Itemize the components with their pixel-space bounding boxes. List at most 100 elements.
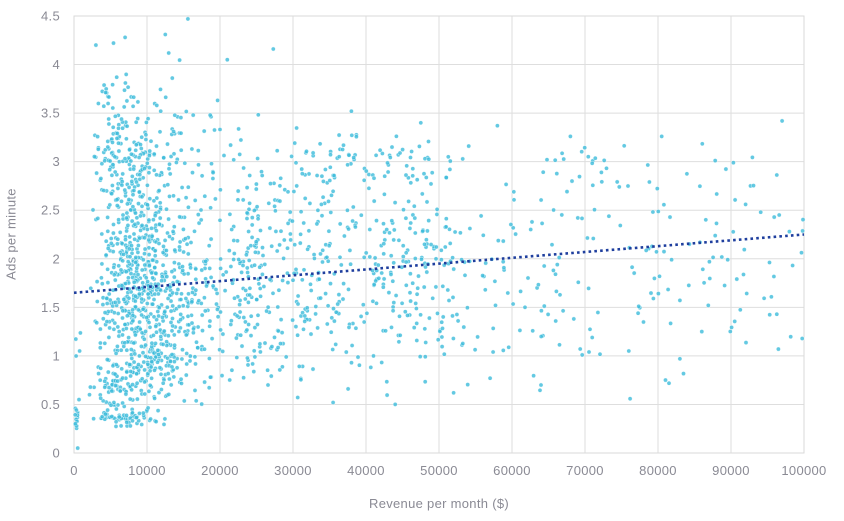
data-point[interactable] (92, 154, 97, 159)
data-point[interactable] (589, 335, 595, 340)
data-point[interactable] (109, 191, 115, 197)
data-point[interactable] (110, 162, 116, 168)
data-point[interactable] (447, 240, 453, 246)
data-point[interactable] (686, 282, 692, 288)
data-point[interactable] (457, 230, 463, 236)
data-point[interactable] (153, 228, 159, 234)
data-point[interactable] (238, 332, 244, 338)
data-point[interactable] (260, 253, 266, 258)
data-point[interactable] (168, 359, 173, 364)
data-point[interactable] (131, 359, 137, 365)
data-point[interactable] (298, 377, 304, 383)
data-point[interactable] (182, 236, 188, 242)
data-point[interactable] (530, 328, 536, 334)
data-point[interactable] (389, 218, 395, 224)
data-point[interactable] (353, 325, 359, 331)
data-point[interactable] (361, 254, 367, 260)
data-point[interactable] (149, 225, 154, 231)
data-point[interactable] (183, 296, 189, 301)
data-point[interactable] (185, 251, 191, 257)
data-point[interactable] (163, 94, 169, 100)
data-point[interactable] (557, 292, 563, 298)
data-point[interactable] (568, 133, 573, 139)
data-point[interactable] (377, 147, 383, 153)
data-point[interactable] (257, 349, 263, 355)
data-point[interactable] (156, 241, 162, 246)
data-point[interactable] (272, 334, 277, 340)
data-point[interactable] (279, 364, 285, 370)
data-point[interactable] (124, 313, 130, 319)
data-point[interactable] (421, 171, 427, 177)
data-point[interactable] (159, 278, 164, 284)
data-point[interactable] (148, 355, 154, 361)
data-point[interactable] (144, 202, 150, 208)
data-point[interactable] (345, 386, 351, 392)
data-point[interactable] (301, 220, 307, 226)
data-point[interactable] (336, 132, 342, 138)
data-point[interactable] (120, 332, 125, 338)
data-point[interactable] (178, 130, 184, 136)
data-point[interactable] (540, 169, 546, 175)
data-point[interactable] (387, 155, 393, 160)
data-point[interactable] (154, 195, 160, 201)
data-point[interactable] (252, 325, 258, 330)
data-point[interactable] (248, 313, 254, 319)
data-point[interactable] (102, 378, 108, 384)
data-point[interactable] (148, 364, 154, 370)
data-point[interactable] (451, 390, 456, 396)
data-point[interactable] (129, 218, 135, 224)
data-point[interactable] (110, 124, 116, 130)
data-point[interactable] (408, 155, 413, 160)
data-point[interactable] (140, 350, 146, 356)
data-point[interactable] (227, 211, 233, 217)
data-point[interactable] (94, 170, 99, 176)
data-point[interactable] (101, 82, 107, 88)
data-point[interactable] (426, 156, 432, 162)
data-point[interactable] (128, 271, 134, 276)
data-point[interactable] (461, 324, 467, 330)
data-point[interactable] (259, 173, 265, 178)
data-point[interactable] (241, 165, 246, 171)
data-point[interactable] (541, 263, 547, 269)
data-point[interactable] (705, 302, 711, 308)
data-point[interactable] (729, 324, 734, 330)
data-point[interactable] (391, 227, 397, 233)
data-point[interactable] (131, 166, 137, 172)
data-point[interactable] (441, 351, 447, 357)
data-point[interactable] (424, 199, 430, 205)
data-point[interactable] (647, 179, 652, 185)
data-point[interactable] (712, 158, 718, 163)
data-point[interactable] (165, 371, 171, 376)
data-point[interactable] (416, 143, 422, 149)
data-point[interactable] (120, 212, 126, 218)
data-point[interactable] (177, 239, 183, 245)
data-point[interactable] (139, 134, 145, 140)
data-point[interactable] (262, 340, 268, 346)
data-point[interactable] (143, 342, 148, 348)
data-point[interactable] (281, 237, 287, 243)
data-point[interactable] (433, 284, 439, 290)
data-point[interactable] (577, 346, 583, 352)
data-point[interactable] (345, 162, 350, 168)
data-point[interactable] (206, 385, 212, 391)
data-point[interactable] (501, 265, 507, 271)
data-point[interactable] (143, 132, 149, 138)
data-point[interactable] (218, 256, 223, 262)
data-point[interactable] (699, 329, 705, 334)
data-point[interactable] (122, 187, 128, 193)
data-point[interactable] (511, 197, 517, 203)
data-point[interactable] (462, 272, 468, 278)
data-point[interactable] (147, 148, 153, 154)
data-point[interactable] (207, 112, 213, 118)
data-point[interactable] (400, 243, 406, 249)
data-point[interactable] (410, 173, 416, 179)
data-point[interactable] (166, 376, 172, 382)
data-point[interactable] (210, 283, 216, 289)
data-point[interactable] (110, 183, 115, 188)
data-point[interactable] (102, 384, 108, 390)
data-point[interactable] (88, 384, 93, 390)
data-point[interactable] (137, 319, 142, 325)
data-point[interactable] (112, 320, 118, 326)
data-point[interactable] (402, 309, 408, 315)
data-point[interactable] (330, 188, 336, 194)
